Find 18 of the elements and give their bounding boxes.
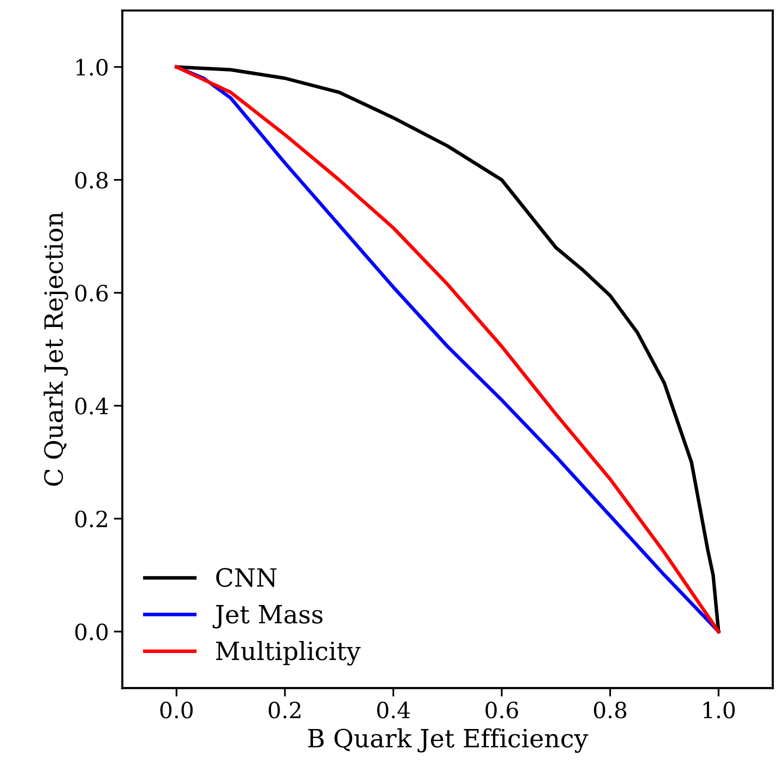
x-axis-title: B Quark Jet Efficiency [308,728,588,753]
y-tick-label: 1.0 [76,58,108,76]
x-tick-label: 0.2 [268,702,300,718]
line-series [174,65,720,634]
x-tick-label: 0.8 [594,702,626,718]
y-tick-label: 0.8 [75,172,108,189]
x-tick-label: 0.4 [377,702,410,718]
y-tick-label: 0.2 [75,510,107,528]
x-tick-label: 0.0 [160,702,193,718]
legend-label: CNN [216,568,277,587]
x-tick-label: 1.0 [704,702,735,718]
legend-label: Multiplicity [216,640,361,666]
legend-label: Jet Mass [212,605,322,628]
y-tick-label: 0.6 [75,284,108,302]
x-tick-label: 0.6 [486,702,518,718]
y-tick-label: 0.4 [75,398,108,414]
y-axis-title: C Quark Jet Rejection [44,212,68,486]
y-tick-label: 0.0 [75,624,108,640]
